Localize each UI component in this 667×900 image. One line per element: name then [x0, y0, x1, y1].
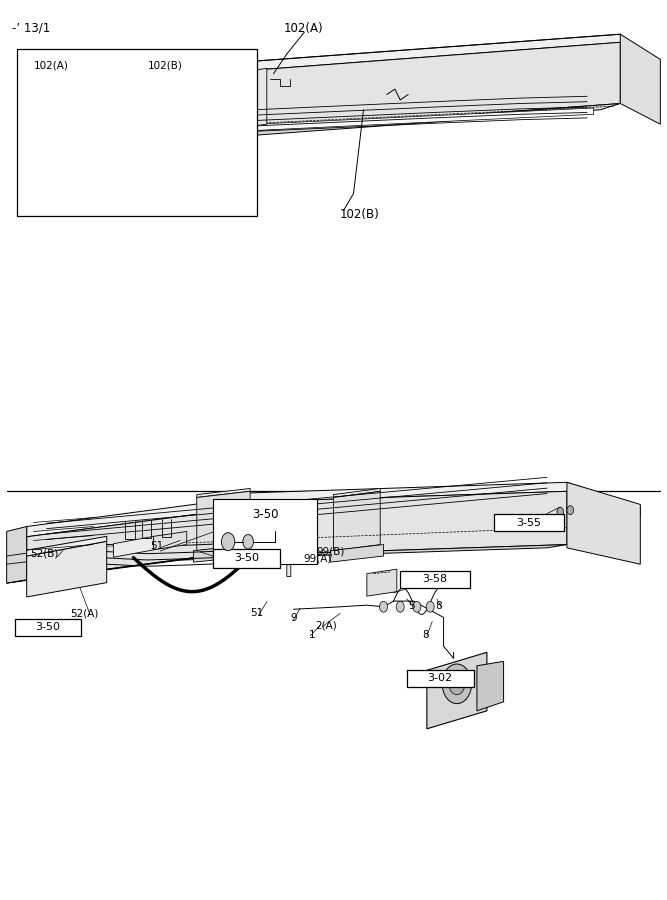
Text: 3-58: 3-58: [423, 574, 448, 584]
Polygon shape: [334, 491, 380, 551]
Polygon shape: [7, 557, 200, 583]
Bar: [407, 670, 474, 687]
Polygon shape: [113, 536, 153, 557]
Bar: [213, 500, 317, 564]
Polygon shape: [620, 34, 660, 124]
Polygon shape: [157, 130, 210, 166]
Text: 3-02: 3-02: [428, 673, 453, 683]
Polygon shape: [60, 93, 77, 123]
Polygon shape: [233, 104, 620, 137]
Polygon shape: [200, 491, 567, 557]
Text: -’ 13/1: -’ 13/1: [12, 22, 50, 34]
Text: 51: 51: [150, 541, 163, 551]
Polygon shape: [367, 569, 397, 596]
Polygon shape: [33, 130, 253, 169]
Polygon shape: [334, 489, 380, 498]
Text: 3-50: 3-50: [234, 554, 259, 563]
Text: 3-55: 3-55: [516, 518, 541, 528]
Polygon shape: [159, 135, 168, 184]
Polygon shape: [200, 482, 640, 516]
Polygon shape: [197, 489, 250, 498]
Polygon shape: [287, 514, 307, 577]
Text: 102(B): 102(B): [148, 60, 183, 70]
Circle shape: [243, 535, 253, 549]
Polygon shape: [163, 184, 190, 198]
Text: 52(A): 52(A): [70, 608, 99, 618]
Text: 5: 5: [408, 601, 415, 611]
Circle shape: [557, 508, 564, 517]
Text: 9: 9: [290, 613, 297, 624]
Polygon shape: [182, 135, 191, 184]
Text: 8: 8: [436, 601, 442, 611]
Circle shape: [426, 601, 434, 612]
Polygon shape: [253, 42, 620, 130]
Polygon shape: [193, 544, 253, 562]
Text: 99(B): 99(B): [317, 546, 346, 556]
Polygon shape: [27, 541, 107, 597]
Polygon shape: [153, 531, 187, 550]
Circle shape: [567, 506, 574, 515]
Bar: [213, 549, 280, 568]
Polygon shape: [53, 61, 253, 103]
Circle shape: [221, 533, 235, 551]
Text: 52(B): 52(B): [30, 549, 59, 559]
Polygon shape: [567, 482, 640, 564]
Polygon shape: [477, 662, 504, 711]
Polygon shape: [72, 126, 81, 180]
Polygon shape: [197, 491, 250, 551]
Polygon shape: [47, 130, 87, 162]
Polygon shape: [180, 544, 567, 560]
Circle shape: [413, 601, 421, 612]
Polygon shape: [49, 126, 58, 180]
Circle shape: [442, 664, 472, 704]
Polygon shape: [27, 514, 200, 580]
Polygon shape: [150, 180, 217, 184]
Polygon shape: [247, 68, 267, 127]
Polygon shape: [330, 544, 384, 562]
Text: 51: 51: [250, 608, 263, 618]
Text: 102(A): 102(A): [283, 22, 323, 35]
Bar: [400, 571, 470, 588]
Text: 102(B): 102(B): [340, 208, 380, 220]
Text: 102(A): 102(A): [33, 60, 68, 70]
Polygon shape: [199, 135, 208, 184]
Circle shape: [396, 601, 404, 612]
Polygon shape: [7, 526, 27, 583]
Polygon shape: [40, 176, 93, 180]
Polygon shape: [27, 536, 107, 556]
Text: 8: 8: [422, 630, 429, 640]
Polygon shape: [27, 504, 200, 536]
Polygon shape: [253, 34, 634, 70]
Text: 3-50: 3-50: [252, 508, 278, 521]
Bar: [17, 50, 257, 216]
Circle shape: [449, 673, 465, 695]
Bar: [15, 618, 81, 636]
Circle shape: [380, 601, 388, 612]
Text: 99(A): 99(A): [303, 554, 332, 563]
Text: 2(A): 2(A): [315, 621, 337, 631]
Polygon shape: [53, 70, 253, 162]
Bar: [494, 514, 564, 531]
Polygon shape: [427, 652, 487, 729]
Polygon shape: [67, 108, 594, 140]
Text: 3-50: 3-50: [35, 622, 61, 633]
Text: 1: 1: [309, 630, 315, 640]
